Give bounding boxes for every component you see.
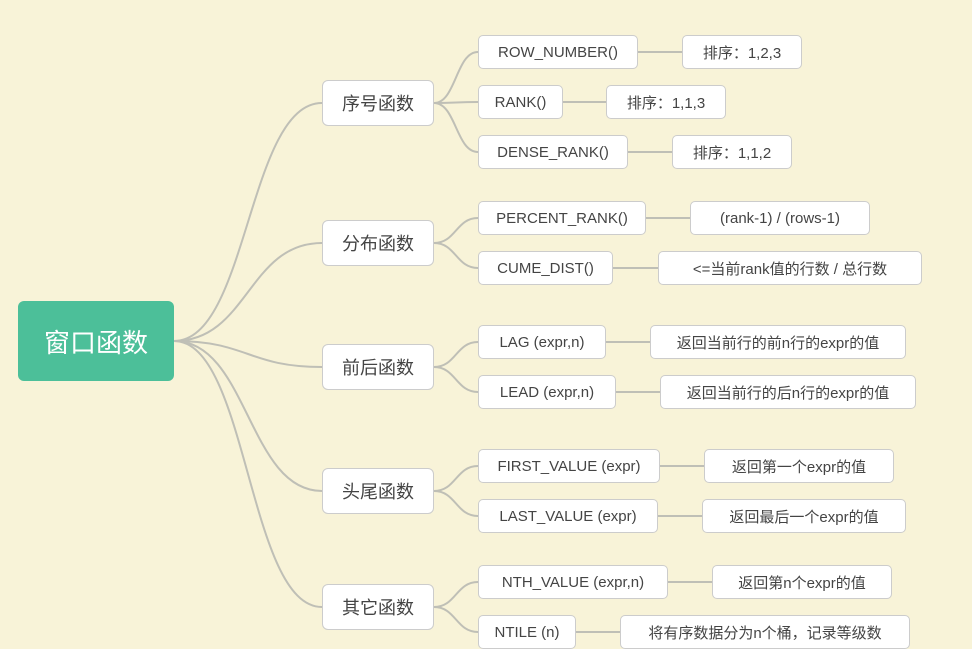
desc-node-cat1-2: 排序：1,1,3 [606,85,726,119]
func-node-cat2-2: CUME_DIST() [478,251,613,285]
desc-node-cat2-2: <=当前rank值的行数 / 总行数 [658,251,922,285]
func-node-cat4-1: FIRST_VALUE (expr) [478,449,660,483]
category-node-4: 头尾函数 [322,468,434,514]
func-node-cat5-2: NTILE (n) [478,615,576,649]
func-node-cat3-1: LAG (expr,n) [478,325,606,359]
category-node-3: 前后函数 [322,344,434,390]
func-node-cat1-1: ROW_NUMBER() [478,35,638,69]
func-node-cat1-2: RANK() [478,85,563,119]
func-node-cat3-2: LEAD (expr,n) [478,375,616,409]
desc-node-cat3-2: 返回当前行的后n行的expr的值 [660,375,916,409]
func-node-cat5-1: NTH_VALUE (expr,n) [478,565,668,599]
category-node-1: 序号函数 [322,80,434,126]
desc-node-cat2-1: (rank-1) / (rows-1) [690,201,870,235]
func-node-cat1-3: DENSE_RANK() [478,135,628,169]
category-node-5: 其它函数 [322,584,434,630]
category-node-2: 分布函数 [322,220,434,266]
func-node-cat2-1: PERCENT_RANK() [478,201,646,235]
desc-node-cat1-1: 排序：1,2,3 [682,35,802,69]
desc-node-cat5-1: 返回第n个expr的值 [712,565,892,599]
desc-node-cat4-2: 返回最后一个expr的值 [702,499,906,533]
root-node: 窗口函数 [18,301,174,381]
desc-node-cat1-3: 排序：1,1,2 [672,135,792,169]
desc-node-cat3-1: 返回当前行的前n行的expr的值 [650,325,906,359]
desc-node-cat5-2: 将有序数据分为n个桶，记录等级数 [620,615,910,649]
desc-node-cat4-1: 返回第一个expr的值 [704,449,894,483]
func-node-cat4-2: LAST_VALUE (expr) [478,499,658,533]
